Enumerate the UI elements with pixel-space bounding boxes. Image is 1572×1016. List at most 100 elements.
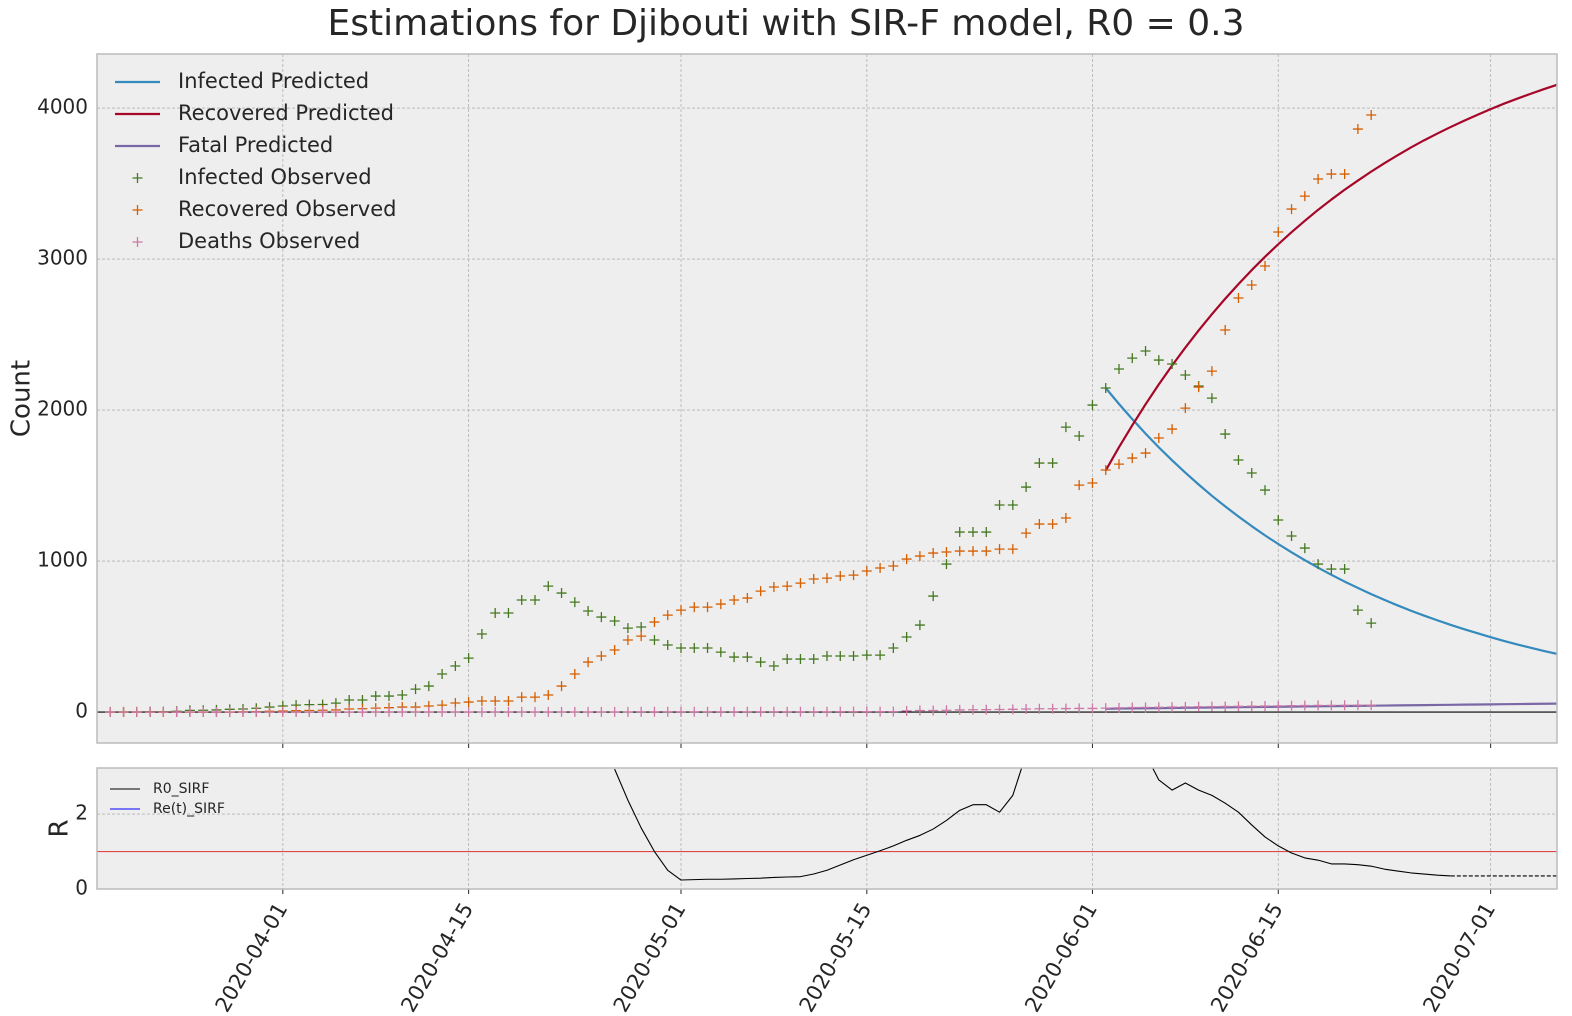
data-point: [914, 620, 925, 631]
data-point: [1233, 701, 1244, 712]
data-point: [423, 706, 434, 717]
legend-label: Deaths Observed: [178, 229, 360, 253]
data-point: [238, 707, 248, 718]
chart-title: Estimations for Djibouti with SIR-F mode…: [327, 3, 1244, 44]
plot-area: [97, 54, 1557, 743]
data-point: [968, 546, 978, 557]
data-point: [1140, 702, 1151, 713]
data-point: [848, 651, 859, 662]
data-point: [158, 707, 169, 718]
data-point: [1260, 261, 1270, 271]
data-point: [755, 586, 766, 597]
data-point: [795, 578, 806, 589]
data-point: [622, 635, 633, 646]
data-point: [1366, 618, 1377, 629]
data-point: [768, 706, 779, 717]
x-tick-label: 2020-04-01: [211, 899, 293, 1016]
data-point: [1313, 559, 1324, 570]
data-point: [490, 706, 501, 717]
y-tick-label: 3000: [37, 246, 88, 270]
data-point: [118, 707, 129, 718]
data-point: [981, 527, 992, 538]
data-point: [569, 597, 580, 608]
data-point: [437, 668, 448, 679]
data-point: [503, 696, 514, 707]
data-point: [317, 707, 328, 718]
data-point: [1206, 393, 1217, 404]
data-point: [1140, 448, 1151, 459]
x-tick-label: 2020-07-01: [1418, 899, 1500, 1016]
data-point: [1114, 702, 1124, 713]
data-point: [357, 694, 368, 705]
data-point: [676, 706, 686, 717]
data-point: [1180, 701, 1191, 712]
data-point: [530, 692, 540, 703]
x-tick-label: 2020-05-15: [795, 899, 877, 1016]
data-point: [1299, 191, 1310, 202]
data-point: [1074, 703, 1085, 714]
data-point: [251, 707, 262, 718]
data-point: [1193, 701, 1204, 712]
series-line: [1104, 83, 1557, 471]
legend-label: Infected Observed: [178, 165, 372, 189]
data-point: [782, 706, 793, 717]
data-point: [994, 704, 1005, 715]
data-point: [808, 706, 819, 717]
data-point: [490, 696, 501, 707]
data-point: [729, 595, 740, 606]
data-point: [1339, 700, 1350, 711]
data-point: [1060, 703, 1071, 714]
data-point: [609, 644, 620, 655]
data-point: [662, 610, 673, 621]
data-point: [795, 706, 806, 717]
data-point: [1007, 704, 1018, 715]
data-point: [689, 643, 700, 654]
data-point: [1060, 422, 1071, 433]
x-tick-label: 2020-04-15: [396, 899, 478, 1016]
data-point: [715, 599, 726, 610]
data-point: [848, 706, 859, 717]
data-point: [344, 707, 355, 718]
data-point: [1153, 702, 1164, 713]
data-point: [1167, 358, 1178, 369]
data-point: [875, 706, 886, 717]
data-point: [1047, 703, 1058, 714]
data-point: [105, 707, 116, 718]
data-point: [476, 696, 487, 707]
data-point: [530, 595, 540, 606]
x-tick-label: 2020-06-01: [1020, 899, 1102, 1016]
data-point: [198, 707, 209, 718]
data-point: [330, 707, 341, 718]
data-point: [822, 573, 832, 584]
data-point: [450, 706, 461, 717]
data-point: [1153, 432, 1164, 443]
data-point: [1273, 227, 1284, 238]
data-point: [1352, 124, 1363, 135]
data-point: [994, 500, 1005, 511]
data-point: [291, 707, 302, 718]
data-point: [1100, 464, 1111, 475]
series-line: [614, 768, 1451, 881]
data-point: [1193, 382, 1204, 393]
data-point: [835, 651, 846, 662]
data-point: [1021, 704, 1032, 715]
data-point: [1339, 564, 1350, 575]
data-point: [503, 706, 514, 717]
data-point: [1140, 346, 1151, 357]
data-point: [676, 643, 686, 654]
data-point: [1167, 424, 1178, 435]
data-point: [1366, 110, 1377, 121]
data-point: [649, 706, 660, 717]
data-point: [384, 706, 394, 717]
data-point: [1326, 169, 1337, 180]
data-point: [636, 622, 647, 633]
data-point: [543, 689, 554, 700]
data-point: [1286, 204, 1297, 215]
data-point: [1060, 513, 1071, 524]
data-point: [888, 706, 899, 717]
data-point: [1286, 700, 1297, 711]
data-point: [636, 631, 647, 642]
data-point: [1034, 519, 1045, 530]
data-point: [742, 593, 753, 604]
